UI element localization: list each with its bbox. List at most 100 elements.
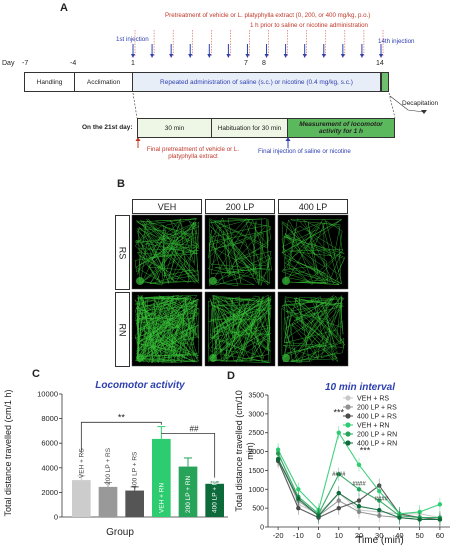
track-corner-cluster xyxy=(136,354,144,362)
data-point xyxy=(437,502,443,507)
acclimation-box: Acclimation xyxy=(75,72,133,92)
data-point xyxy=(336,472,341,477)
col-header-400lp-text: 400 LP xyxy=(298,201,328,212)
zoom-lines xyxy=(132,92,427,119)
chart-c-xlabel: Group xyxy=(106,527,134,538)
injection-arrowhead xyxy=(379,54,383,58)
bar-label: 200 LP + RS xyxy=(105,447,112,485)
bar-label: 400 LP + RS xyxy=(132,451,139,489)
data-point xyxy=(356,504,362,509)
data-point xyxy=(296,505,301,511)
x-tick-label: -20 xyxy=(273,531,284,540)
data-point xyxy=(336,505,341,511)
bar-label: 200 LP + RN xyxy=(185,475,192,513)
data-point xyxy=(336,490,341,496)
legend-label: 200 LP + RN xyxy=(357,432,397,439)
day-14: 14 xyxy=(376,60,384,67)
line-chart: 0 500 1000 1500 2000 2500 3000 3500 -20 -10 0 10 20 3… xyxy=(248,393,450,540)
bar xyxy=(178,466,198,517)
locomotor-track-images xyxy=(131,214,349,367)
data-point xyxy=(336,430,341,435)
day-minus4: -4 xyxy=(70,60,77,67)
injection-arrowhead xyxy=(302,54,307,58)
track-corner-cluster xyxy=(209,354,217,362)
panel-d-label: D xyxy=(227,370,235,382)
bar-label: VEH + RS xyxy=(78,448,85,478)
track-path xyxy=(281,294,345,364)
y-tick-label: 2500 xyxy=(248,430,264,437)
injection-arrowhead xyxy=(207,54,212,58)
pretreatment-subtext: 1 h prior to saline or nicotine administ… xyxy=(250,22,368,29)
handling-label: Handling xyxy=(36,78,63,86)
y-tick-label: 6000 xyxy=(41,439,58,448)
track-path xyxy=(207,217,273,287)
first-injection-label: 1st injection xyxy=(116,36,149,43)
sig-hash: #### xyxy=(375,497,389,503)
box-measurement-label: Measurement of locomotor activity for 1 … xyxy=(299,121,383,135)
injection-arrowhead xyxy=(245,54,250,58)
data-point xyxy=(397,515,402,520)
data-point xyxy=(296,487,301,492)
sig-bracket xyxy=(161,432,216,478)
last-injection-label: 14th injection xyxy=(378,38,415,45)
final-pretreat-label: Final pretreatment of vehicle or L. plat… xyxy=(146,146,240,160)
data-point xyxy=(417,517,422,522)
y-tick-label: 500 xyxy=(252,506,264,513)
y-tick-label: 1500 xyxy=(248,468,264,475)
data-point xyxy=(356,487,362,492)
sig-hash: #### xyxy=(332,472,346,478)
legend-label: 400 LP + RN xyxy=(357,441,397,448)
col-header-veh-text: VEH xyxy=(157,201,177,212)
pretreatment-text: Pretreatment of vehicle or L. platyphyll… xyxy=(165,12,371,19)
row-header-rn: RN xyxy=(115,292,130,367)
track-corner-cluster xyxy=(209,277,217,285)
bar-chart: 0 2000 4000 6000 8000 10000 VEH + RS 200 LP + R… xyxy=(37,390,228,522)
legend-label: VEH + RN xyxy=(357,423,389,430)
bar xyxy=(152,438,171,517)
row-header-rn-text: RN xyxy=(117,323,128,336)
box-habituation-label: Habituation for 30 min xyxy=(217,124,282,132)
bar xyxy=(205,483,224,517)
bar xyxy=(72,480,91,517)
y-tick-label: 4000 xyxy=(41,463,58,472)
final-injection-label: Final injection of saline or nicotine xyxy=(258,148,351,155)
y-tick-label: 1000 xyxy=(248,487,264,494)
y-tick-label: 8000 xyxy=(41,414,58,423)
decapitation-label: Decapitation xyxy=(402,100,439,107)
track-path xyxy=(281,218,346,286)
injection-arrowhead xyxy=(169,54,174,58)
data-point xyxy=(296,496,301,501)
acclimation-label: Acclimation xyxy=(86,78,121,86)
y-tick-label: 0 xyxy=(260,525,264,532)
injection-arrowhead xyxy=(340,54,345,58)
track-path xyxy=(207,294,272,364)
bar-label: 400 LP + RN xyxy=(212,475,219,513)
legend-label: 400 LP + RS xyxy=(357,414,397,421)
x-tick-label: 10 xyxy=(335,531,343,540)
y-tick-label: 2000 xyxy=(41,488,58,497)
day-1: 1 xyxy=(131,60,135,67)
col-header-200lp-text: 200 LP xyxy=(225,201,255,212)
x-tick-label: 30 xyxy=(375,531,383,540)
data-point xyxy=(356,462,362,467)
repeated-admin-label: Repeated administration of saline (s.c.)… xyxy=(160,78,353,86)
col-header-veh: VEH xyxy=(132,199,202,214)
bar-label: VEH + RN xyxy=(158,483,165,513)
track-corner-cluster xyxy=(136,277,144,285)
col-header-400lp: 400 LP xyxy=(278,199,348,214)
injection-arrowhead xyxy=(283,54,288,58)
x-tick-label: 50 xyxy=(415,531,423,540)
x-tick-label: 0 xyxy=(316,531,320,540)
chart-c-title: Locomotor activity xyxy=(95,380,185,391)
y-tick-label: 3000 xyxy=(248,411,264,418)
sig-bracket xyxy=(80,421,162,454)
y-tick-label: 3500 xyxy=(248,393,264,400)
legend-label: 200 LP + RS xyxy=(357,405,397,412)
x-tick-label: 40 xyxy=(395,531,403,540)
panel-c-label: C xyxy=(32,368,40,380)
data-point xyxy=(377,498,382,503)
green-end-marker xyxy=(381,72,389,92)
chart-d-xlabel: Time (min) xyxy=(356,535,404,546)
chart-d-ylabel: Total distance travelled (cm/10 min) xyxy=(234,390,255,512)
y-tick-label: 10000 xyxy=(37,390,58,399)
